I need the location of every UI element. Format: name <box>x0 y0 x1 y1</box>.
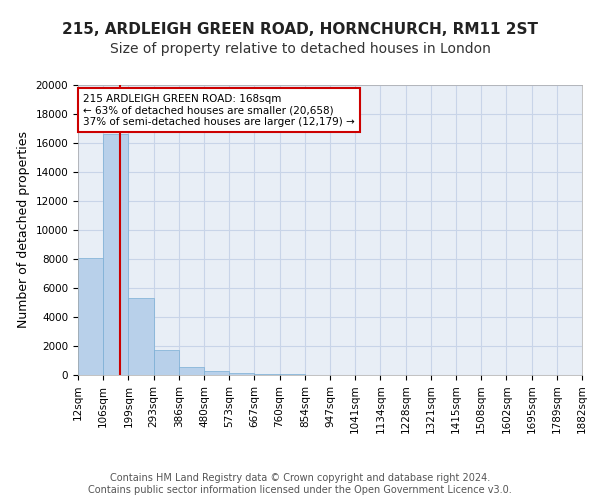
Text: Size of property relative to detached houses in London: Size of property relative to detached ho… <box>110 42 490 56</box>
Bar <box>229 373 254 375</box>
Text: 215 ARDLEIGH GREEN ROAD: 168sqm
← 63% of detached houses are smaller (20,658)
37: 215 ARDLEIGH GREEN ROAD: 168sqm ← 63% of… <box>83 94 355 127</box>
Text: 215, ARDLEIGH GREEN ROAD, HORNCHURCH, RM11 2ST: 215, ARDLEIGH GREEN ROAD, HORNCHURCH, RM… <box>62 22 538 38</box>
Y-axis label: Number of detached properties: Number of detached properties <box>17 132 30 328</box>
Bar <box>103 134 128 375</box>
Bar <box>154 350 179 375</box>
Bar <box>254 374 280 375</box>
Text: Contains HM Land Registry data © Crown copyright and database right 2024.
Contai: Contains HM Land Registry data © Crown c… <box>88 474 512 495</box>
Bar <box>78 258 103 375</box>
Bar <box>128 298 154 375</box>
Bar <box>179 367 204 375</box>
Bar <box>204 370 229 375</box>
Bar <box>280 374 305 375</box>
